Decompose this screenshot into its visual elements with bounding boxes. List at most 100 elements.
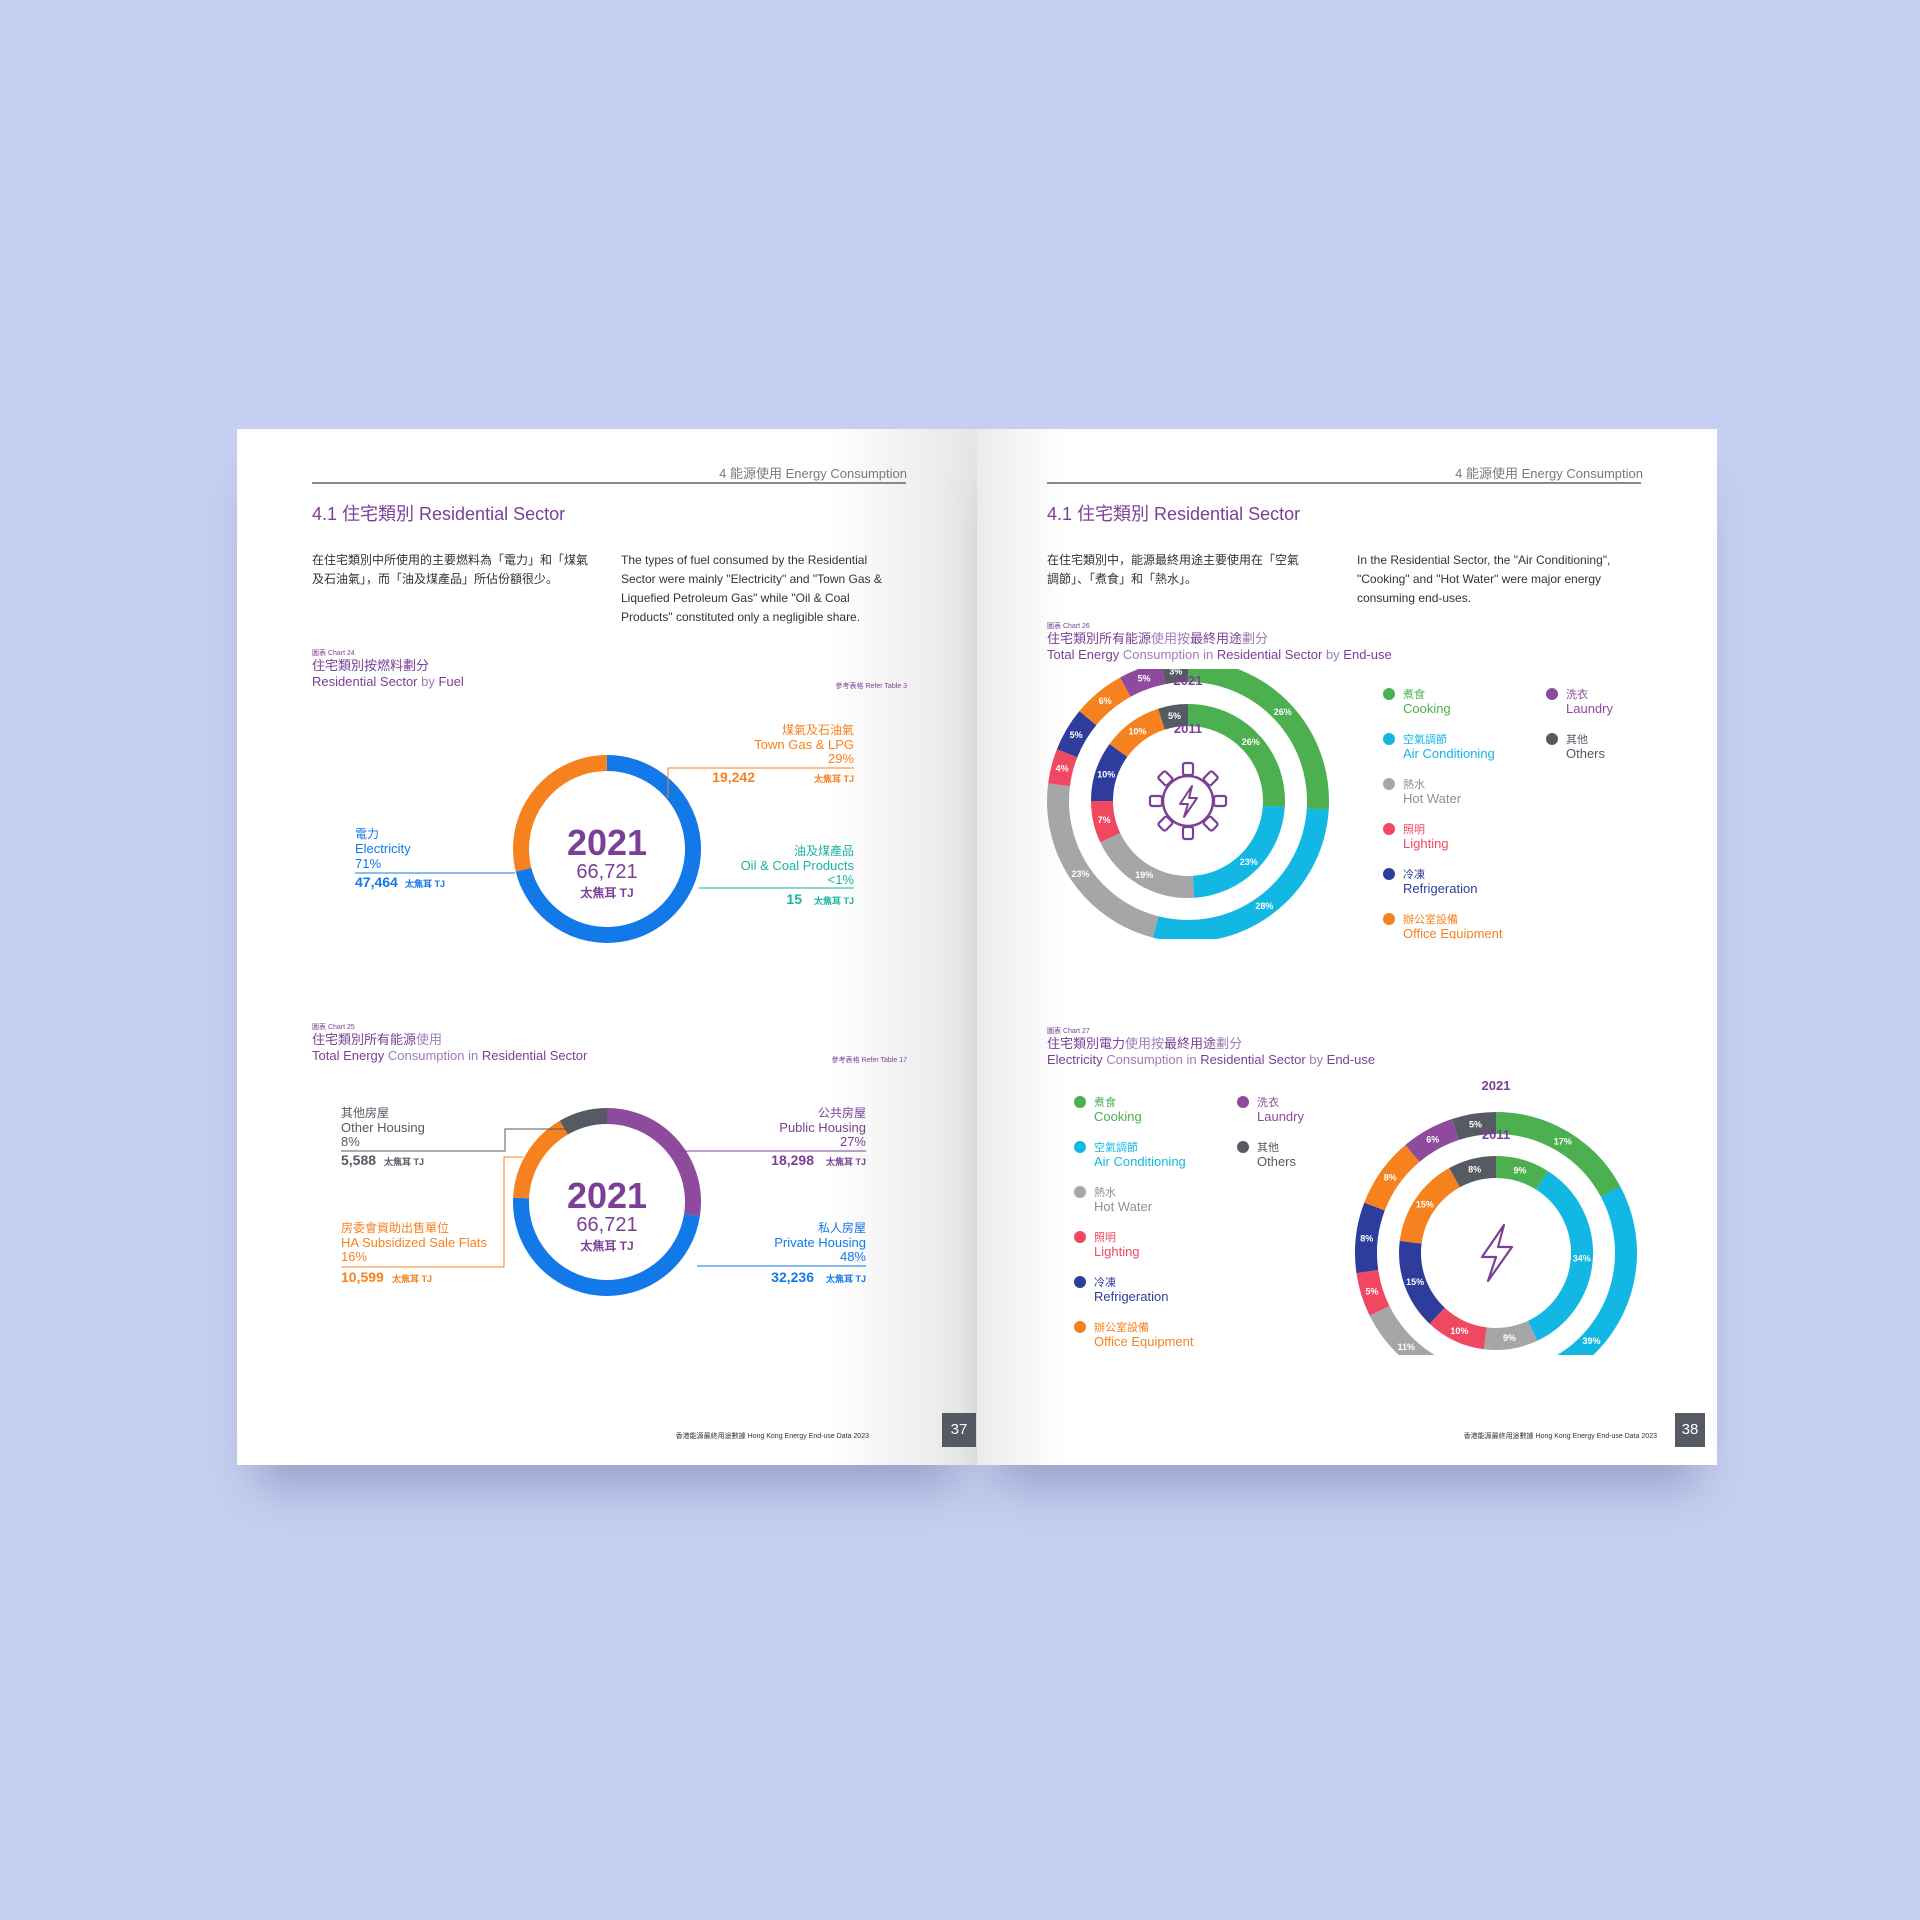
chart26-2021-data-label: 4%	[1056, 764, 1069, 774]
legend-swatch	[1074, 1141, 1086, 1153]
chart26-2021-segment	[1187, 669, 1329, 810]
legend-swatch	[1074, 1096, 1086, 1108]
chart25-label-unit: 太焦耳 TJ	[383, 1156, 424, 1167]
chart27-2021-data-label: 6%	[1426, 1134, 1439, 1144]
legend-label-en: Laundry	[1566, 701, 1613, 716]
chart24-ref: 參考表格 Refer Table 3	[835, 683, 907, 690]
chart27-2011-data-label: 8%	[1468, 1165, 1481, 1175]
chart24-label-en: Town Gas & LPG	[754, 737, 854, 752]
legend-label-zh: 辦公室設備	[1094, 1320, 1149, 1334]
chart27-2011-data-label: 9%	[1513, 1165, 1526, 1175]
chart27-2021-segment	[1356, 1269, 1390, 1316]
legend-label-en: Lighting	[1094, 1244, 1140, 1259]
chart26-2021-segment	[1047, 783, 1159, 938]
chart24-label-en: Oil & Coal Products	[741, 858, 855, 873]
legend-label-zh: 其他	[1566, 733, 1588, 746]
chart24-center-value: 66,721	[576, 861, 637, 883]
chart27-2021-data-label: 11%	[1398, 1342, 1416, 1352]
right-page: 4 能源使用 Energy Consumption 4.1 住宅類別 Resid…	[977, 429, 1717, 1465]
gear-tooth-shape	[1181, 825, 1195, 841]
chart26-title: 住宅類別所有能源使用按最終用途劃分 Total Energy Consumpti…	[1047, 631, 1392, 662]
chart24-label-zh: 電力	[355, 827, 379, 841]
gear-tooth-shape	[1212, 794, 1228, 808]
chart27-2011-segment	[1495, 1156, 1548, 1190]
chart25-center-year: 2021	[567, 1175, 647, 1216]
chart27-2021-segment	[1364, 1144, 1420, 1211]
legend-label-en: Others	[1566, 746, 1606, 761]
chart27-2021-segment	[1557, 1186, 1637, 1355]
chart25-label-pct: 16%	[341, 1249, 367, 1264]
chart26-2021-data-label: 5%	[1137, 674, 1150, 684]
chart26-2021-segment	[1162, 669, 1189, 685]
legend-swatch	[1383, 733, 1395, 745]
chart24-center-year: 2021	[567, 822, 647, 863]
header-rule	[312, 482, 906, 484]
footer-text: 香港能源最終用途數據 Hong Kong Energy End-use Data…	[675, 1433, 869, 1440]
chart25-label-en: Private Housing	[774, 1235, 866, 1250]
legend-swatch	[1074, 1321, 1086, 1333]
chart25-segment	[513, 1120, 569, 1199]
chart24-code: 圖表 Chart 24	[312, 650, 355, 657]
legend-label-zh: 熱水	[1403, 778, 1425, 791]
chart27-inner-year: 2011	[1482, 1127, 1510, 1142]
chart24-label-en: Electricity	[355, 841, 411, 856]
legend-swatch	[1383, 778, 1395, 790]
legend-label-zh: 冷凍	[1094, 1276, 1116, 1289]
legend-swatch	[1383, 688, 1395, 700]
chart24-label-pct: 29%	[828, 751, 854, 766]
chart25-ref: 參考表格 Refer Table 17	[831, 1057, 907, 1064]
chart24-label-unit: 太焦耳 TJ	[404, 878, 445, 889]
chart25-label-value: 18,298	[771, 1152, 814, 1168]
leader-line	[667, 767, 854, 798]
chart24-label-pct: 71%	[355, 856, 381, 871]
chart25-label-en: Other Housing	[341, 1120, 425, 1135]
legend-label-zh: 空氣調節	[1094, 1140, 1138, 1154]
chart26-code: 圖表 Chart 26	[1047, 623, 1090, 630]
legend-label-zh: 其他	[1257, 1141, 1279, 1154]
chart26-outer-year: 2021	[1174, 673, 1203, 688]
chart24-title: 住宅類別按燃料劃分 Residential Sector by Fuel	[312, 658, 464, 689]
intro-paragraph-en: The types of fuel consumed by the Reside…	[621, 553, 882, 624]
legend-label-zh: 熱水	[1094, 1186, 1116, 1199]
legend-label-en: Laundry	[1257, 1109, 1304, 1124]
chart27-2021-segment	[1405, 1119, 1460, 1163]
chart26-2021-data-label: 28%	[1255, 901, 1273, 911]
legend-swatch	[1383, 913, 1395, 925]
chart26-2021-segment	[1120, 669, 1167, 697]
legend-swatch	[1237, 1141, 1249, 1153]
chart27-2021-data-label: 5%	[1469, 1120, 1482, 1130]
chart25-label-zh: 私人房屋	[818, 1220, 866, 1235]
chart25-code: 圖表 Chart 25	[312, 1024, 355, 1031]
chart26-2021-segment	[1152, 808, 1329, 939]
legend-label-zh: 照明	[1403, 823, 1425, 836]
chart25-segment	[606, 1108, 701, 1217]
legend-swatch	[1074, 1231, 1086, 1243]
chart25-label-value: 10,599	[341, 1269, 384, 1285]
chart25-label-pct: 27%	[840, 1134, 866, 1149]
chart24-label-value: 47,464	[355, 874, 398, 890]
legend-swatch	[1074, 1186, 1086, 1198]
chart25-donut: 2021 66,721 太焦耳 TJ 其他房屋 Other Housing 8%…	[341, 1105, 866, 1296]
chart26-2021-data-label: 5%	[1070, 730, 1083, 740]
chart27-code: 圖表 Chart 27	[1047, 1028, 1090, 1035]
chart27-2021-segment	[1355, 1202, 1385, 1274]
chart25-label-zh: 其他房屋	[341, 1105, 389, 1120]
chart27-outer-year: 2021	[1482, 1078, 1511, 1093]
chart27-2021-data-label: 17%	[1554, 1137, 1572, 1147]
legend-label-en: Others	[1257, 1154, 1297, 1169]
chart26-2021-data-label: 26%	[1274, 707, 1292, 717]
chart26-2021-data-label: 3%	[1169, 669, 1182, 677]
chart27-2011-segment	[1449, 1156, 1497, 1188]
chart26-2011-data-label: 26%	[1242, 737, 1260, 747]
chart25-label-unit: 太焦耳 TJ	[391, 1273, 432, 1284]
chart27-title: 住宅類別電力使用按最終用途劃分 Electricity Consumption …	[1047, 1036, 1376, 1067]
legend-label-en: Cooking	[1403, 701, 1451, 716]
running-header: 4 能源使用 Energy Consumption	[719, 466, 907, 481]
section-title: 4.1 住宅類別 Residential Sector	[312, 504, 566, 524]
legend-label-zh: 辦公室設備	[1403, 912, 1458, 926]
chart25-segment	[559, 1108, 608, 1135]
chart25-label-en: Public Housing	[779, 1120, 866, 1135]
chart26-2021-segment	[1048, 749, 1078, 787]
chart26-2011-data-label: 10%	[1097, 769, 1115, 779]
legend-swatch	[1546, 733, 1558, 745]
